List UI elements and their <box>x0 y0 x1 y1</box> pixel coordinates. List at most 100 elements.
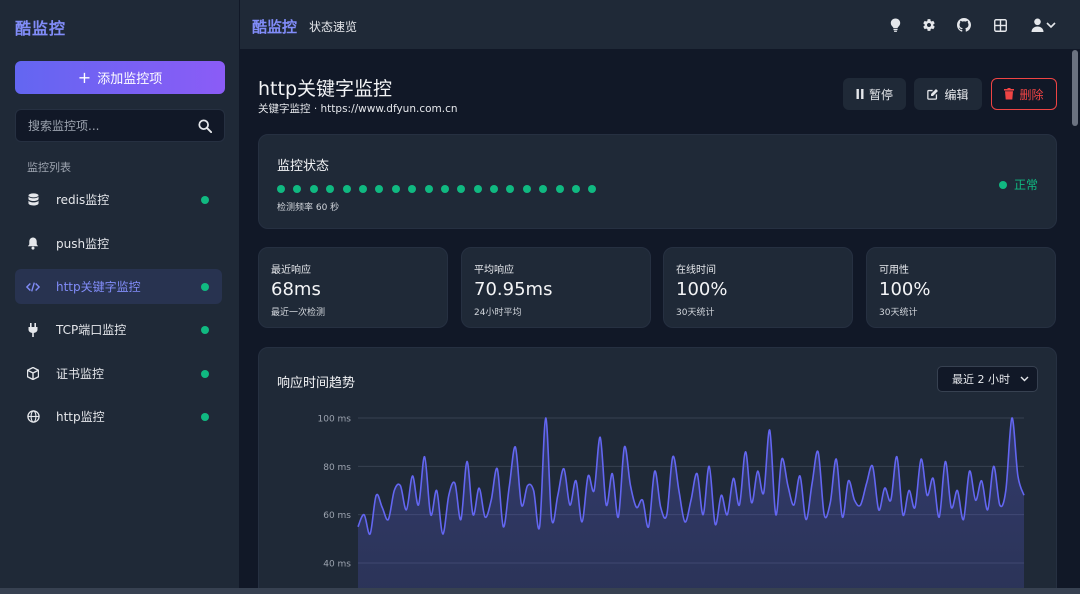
sidebar-item-label: push监控 <box>56 237 110 251</box>
search-box[interactable] <box>15 109 225 142</box>
heartbeat-dot <box>424 185 433 193</box>
heartbeat-dot <box>326 185 335 193</box>
globe-icon <box>26 410 40 424</box>
heartbeat-dot <box>375 185 384 193</box>
heartbeat-dot <box>490 185 499 193</box>
pause-label: 暂停 <box>868 87 893 102</box>
status-dot <box>201 195 209 204</box>
sidebar: 酷监控 + 添加监控项 监控列表 redis监控 push监控 http关键字监… <box>0 0 240 594</box>
edit-label: 编辑 <box>944 87 969 102</box>
delete-label: 删除 <box>1019 87 1044 102</box>
scrollbar[interactable] <box>1072 50 1078 126</box>
stat-label: 最近响应 <box>271 265 311 276</box>
sidebar-item-push[interactable]: push监控 <box>15 226 222 261</box>
response-time-chart: 100 ms 80 ms 60 ms 40 ms <box>318 415 1025 588</box>
heartbeat-dot <box>358 185 367 193</box>
status-title: 监控状态 <box>277 159 330 174</box>
stat-footnote: 最近一次检测 <box>271 308 326 318</box>
cube-icon <box>26 367 40 381</box>
stat-value: 100% <box>676 279 728 300</box>
heartbeat-dot <box>391 185 400 193</box>
status-dot <box>201 412 209 421</box>
chevron-down-icon[interactable] <box>1043 17 1059 33</box>
sidebar-item-label: redis监控 <box>56 193 110 207</box>
y-tick-label: 100 ms <box>318 415 352 425</box>
sidebar-item-http-keyword[interactable]: http关键字监控 <box>15 269 222 304</box>
status-card: 监控状态 检测频率 60 秒 正常 <box>258 134 1057 229</box>
heartbeat-dot <box>555 185 564 193</box>
lightbulb-icon[interactable] <box>887 17 903 33</box>
topbar: 酷监控 状态速览 <box>240 0 1080 50</box>
heartbeat-dot <box>588 185 597 193</box>
status-dot <box>201 282 209 291</box>
heartbeat-dot <box>572 185 581 193</box>
heartbeat-dot <box>309 185 318 193</box>
time-range-select[interactable]: 最近 2 小时 <box>937 366 1038 392</box>
y-tick-label: 80 ms <box>323 463 351 473</box>
stat-footnote: 30天统计 <box>879 308 918 318</box>
stat-label: 平均响应 <box>474 265 514 276</box>
stat-value: 100% <box>879 279 931 300</box>
pause-button[interactable]: 暂停 <box>843 78 906 110</box>
sidebar-item-tcp[interactable]: TCP端口监控 <box>15 312 222 347</box>
code-icon <box>26 280 40 294</box>
heartbeat-dot <box>457 185 466 193</box>
heartbeat-dot <box>277 185 285 193</box>
heartbeat-dot <box>473 185 482 193</box>
stat-value: 70.95ms <box>474 279 553 300</box>
heartbeat-dot <box>293 185 302 193</box>
heartbeat-dot <box>408 185 417 193</box>
heartbeat-dot <box>539 185 548 193</box>
chart-title: 响应时间趋势 <box>277 376 356 391</box>
heartbeat-dot <box>342 185 351 193</box>
status-dot <box>201 325 209 334</box>
search-input[interactable] <box>28 118 198 133</box>
check-frequency: 检测频率 60 秒 <box>277 203 340 213</box>
sidebar-item-label: http监控 <box>56 410 105 424</box>
status-dot <box>201 369 209 378</box>
user-icon[interactable] <box>1029 17 1045 33</box>
sidebar-brand[interactable]: 酷监控 <box>15 19 67 38</box>
stat-footnote: 30天统计 <box>676 308 715 318</box>
heartbeat-bar <box>277 185 597 193</box>
topbar-subtitle[interactable]: 状态速览 <box>309 20 358 34</box>
heartbeat-dot <box>440 185 449 193</box>
sidebar-item-http[interactable]: http监控 <box>15 399 222 434</box>
database-icon <box>26 193 40 207</box>
add-monitor-label: 添加监控项 <box>97 72 163 87</box>
status-text: 正常 <box>1013 178 1038 192</box>
plug-icon <box>26 322 40 337</box>
monitor-list-title: 监控列表 <box>27 161 71 174</box>
y-tick-label: 40 ms <box>323 560 351 570</box>
horizontal-scrollbar[interactable] <box>0 588 1080 594</box>
gear-icon[interactable] <box>921 17 937 33</box>
delete-button[interactable]: 删除 <box>991 78 1057 110</box>
heartbeat-dot <box>522 185 531 193</box>
edit-button[interactable]: 编辑 <box>914 78 982 110</box>
stat-card-availability: 可用性 100% 30天统计 <box>866 247 1056 328</box>
status-badge: 正常 <box>998 176 1038 193</box>
plus-icon: + <box>77 67 92 87</box>
response-line <box>357 417 1025 535</box>
grid-icon[interactable] <box>992 17 1008 33</box>
stat-card-uptime: 在线时间 100% 30天统计 <box>663 247 853 328</box>
stat-card-average-response: 平均响应 70.95ms 24小时平均 <box>461 247 651 328</box>
github-icon[interactable] <box>956 17 972 33</box>
monitor-subtitle: 关键字监控 · https://www.dfyun.com.cn <box>258 103 458 115</box>
sidebar-item-cert[interactable]: 证书监控 <box>15 356 222 391</box>
search-icon[interactable] <box>198 118 212 133</box>
chevron-down-icon <box>1020 376 1029 382</box>
add-monitor-button[interactable]: + 添加监控项 <box>15 61 225 94</box>
stat-card-latest-response: 最近响应 68ms 最近一次检测 <box>258 247 448 328</box>
sidebar-item-redis[interactable]: redis监控 <box>15 182 222 217</box>
time-range-value: 最近 2 小时 <box>952 373 1010 386</box>
trash-icon <box>1004 88 1015 100</box>
sidebar-item-label: http关键字监控 <box>56 280 141 294</box>
stat-label: 在线时间 <box>676 265 716 276</box>
stat-value: 68ms <box>271 279 321 300</box>
sidebar-item-label: 证书监控 <box>56 367 105 381</box>
stat-footnote: 24小时平均 <box>474 308 522 318</box>
bell-icon <box>26 237 40 251</box>
status-dot <box>998 180 1007 189</box>
topbar-brand[interactable]: 酷监控 <box>252 18 298 36</box>
